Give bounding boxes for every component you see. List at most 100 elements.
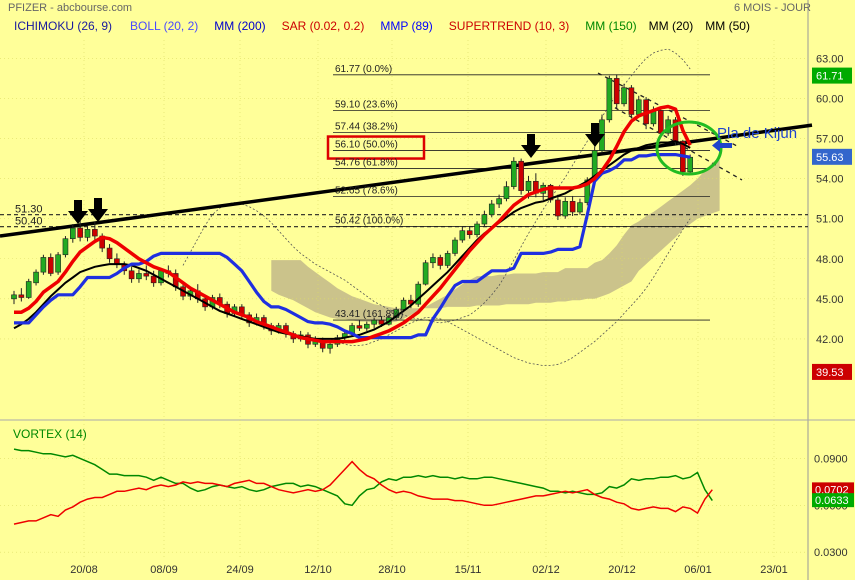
candle (84, 225, 91, 242)
candle-body (422, 262, 429, 285)
date-tick-label: 15/11 (455, 564, 482, 576)
fibonacci-level-label: 54.76 (61.8%) (335, 157, 398, 168)
candle (47, 253, 54, 277)
candle-body (415, 283, 422, 305)
candle (510, 157, 517, 190)
candle (444, 250, 451, 269)
candle (33, 269, 39, 286)
price-badge-label: 39.53 (816, 367, 844, 379)
candle-body (687, 156, 694, 173)
vortex-tick-label: 0.0300 (814, 547, 848, 559)
candle (628, 85, 635, 119)
candle (55, 252, 61, 275)
kijun-arrow-head (712, 139, 720, 152)
candle-body (474, 223, 480, 236)
price-badge-label: 61.71 (816, 71, 844, 83)
candle (503, 181, 510, 202)
candle-body (136, 273, 142, 280)
channel-lower-line (607, 103, 743, 181)
candle (92, 221, 98, 241)
candle-body (363, 323, 370, 329)
fibonacci-level-label: 50.42 (100.0%) (335, 215, 403, 226)
date-tick-label: 23/01 (760, 564, 788, 576)
price-tick-label: 42.00 (816, 334, 844, 346)
candle (466, 226, 473, 239)
candle-body (11, 294, 17, 300)
candle (371, 317, 377, 329)
candle-body (400, 299, 407, 310)
candle (143, 265, 150, 281)
candle-body (356, 325, 363, 329)
candle-body (150, 275, 157, 284)
uptrend-line (0, 123, 813, 238)
candle-body (518, 160, 524, 191)
candle (577, 198, 583, 215)
candle (518, 158, 524, 195)
candle (128, 266, 135, 283)
vortex-badge-label: 0.0633 (815, 495, 849, 507)
candle-body (62, 238, 69, 256)
candle-body (555, 199, 561, 217)
vortex-line (13, 460, 713, 525)
candle (356, 320, 363, 331)
down-arrow-marker (585, 123, 605, 147)
vortex-badge (812, 482, 854, 497)
fibonacci-level-label: 56.10 (50.0%) (335, 140, 398, 151)
legend-item: MM (200) (214, 19, 266, 33)
symbol-label: PFIZER - abcbourse.com (8, 2, 133, 14)
bollinger-lower-band (322, 218, 691, 367)
candle (77, 220, 83, 242)
candle (613, 74, 620, 110)
price-tick-label: 45.00 (816, 294, 844, 306)
candle-body (437, 257, 444, 266)
candle-body (584, 179, 591, 203)
date-tick-label: 20/08 (70, 564, 98, 576)
kijun-annotation: Pla de Kijun (717, 125, 798, 142)
candle (687, 154, 694, 175)
candle (437, 254, 444, 270)
price-tick-label: 48.00 (816, 254, 844, 266)
candle-body (569, 201, 576, 213)
candle (481, 210, 488, 227)
candle-body (371, 319, 377, 325)
candle-body (40, 257, 47, 273)
fibonacci-level-label: 57.44 (38.2%) (335, 122, 398, 133)
support-level-label: 50.40 (15, 216, 43, 228)
candle-body (444, 253, 451, 266)
candle (62, 236, 69, 258)
price-tick-label: 57.00 (816, 134, 844, 146)
candle-body (378, 319, 385, 325)
candle-body (25, 281, 32, 298)
fibonacci-level-label: 52.65 (78.6%) (335, 186, 398, 197)
date-tick-label: 06/01 (684, 564, 712, 576)
kijun-arrow-shaft (716, 143, 732, 148)
candle (422, 260, 429, 286)
candle (452, 237, 458, 257)
period-label: 6 MOIS - JOUR (733, 2, 811, 14)
candle-body (613, 78, 620, 105)
down-arrow-marker (68, 200, 88, 224)
candle (136, 269, 142, 283)
legend-item: SAR (0.02, 0.2) (281, 19, 365, 33)
candle (599, 114, 605, 154)
candle-body (18, 294, 25, 298)
vortex-badge (812, 493, 854, 508)
candle (106, 244, 113, 263)
date-tick-label: 20/12 (608, 564, 636, 576)
candle (150, 270, 157, 287)
candle (430, 253, 436, 269)
price-tick-label: 60.00 (816, 93, 844, 105)
legend-item: MMP (89) (380, 19, 433, 33)
candle-body (55, 254, 61, 273)
date-tick-label: 02/12 (532, 564, 560, 576)
legend-item: MM (150) (585, 19, 637, 33)
price-badge (812, 363, 852, 380)
candle-body (488, 203, 495, 215)
down-arrow-marker (521, 134, 541, 158)
candle-body (510, 160, 517, 187)
candle-body (77, 227, 83, 238)
candle (11, 290, 17, 305)
candle-body (503, 186, 510, 199)
candle-body (466, 230, 473, 236)
